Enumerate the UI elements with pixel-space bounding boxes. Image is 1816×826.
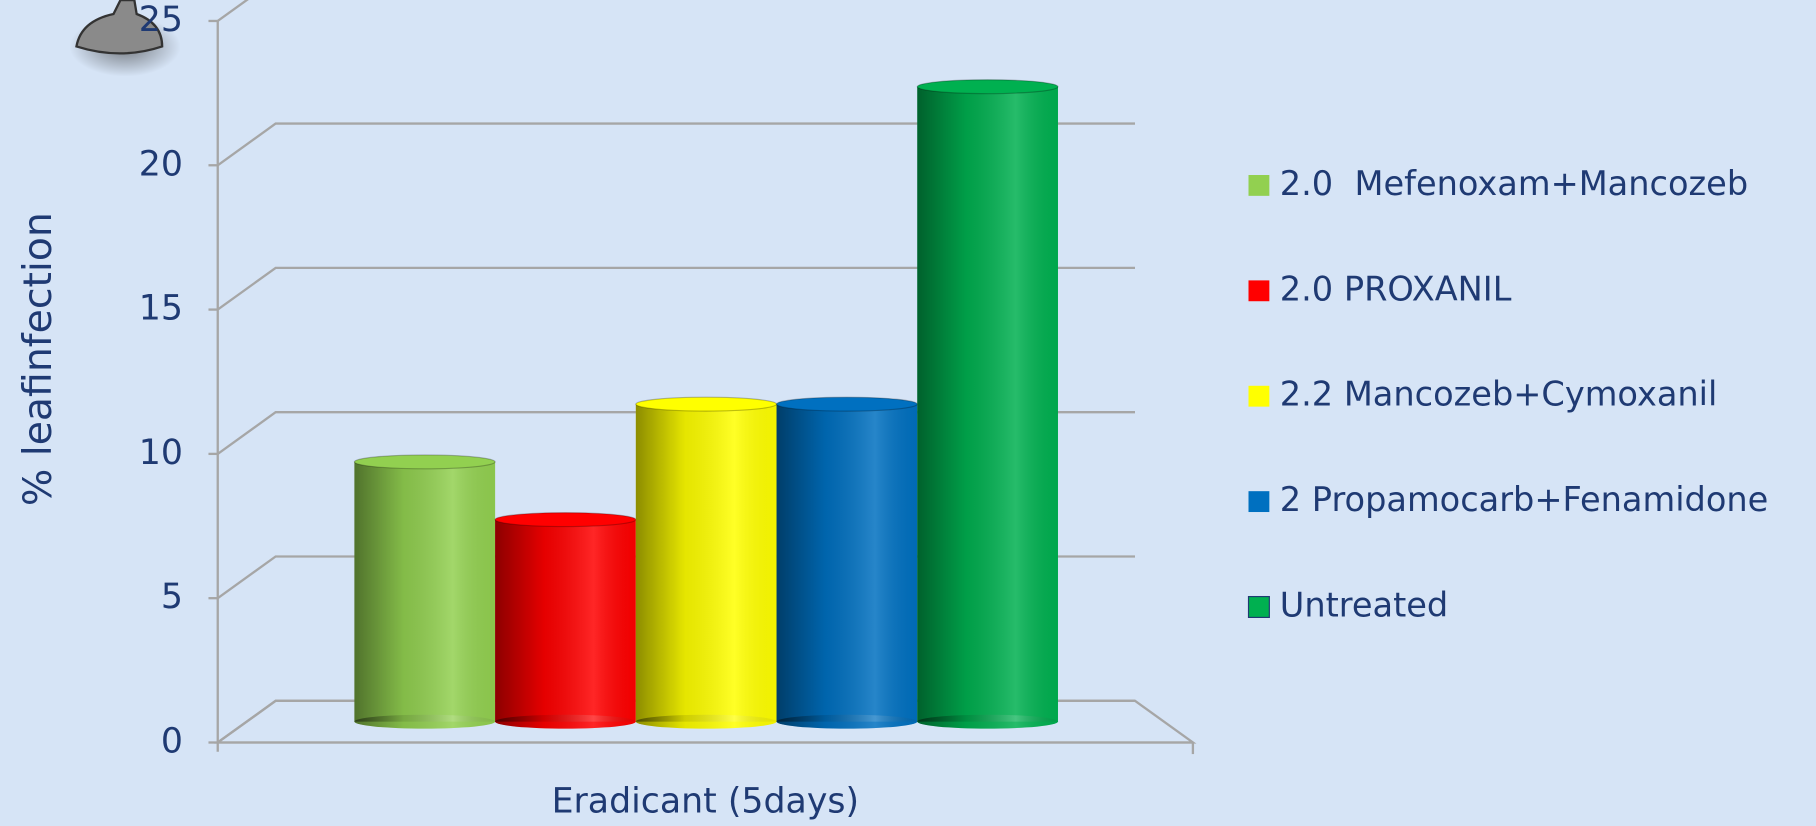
legend-swatch [1248,491,1270,513]
legend-swatch [1247,595,1270,618]
bar-cap [635,396,778,412]
bar-cap [353,454,496,470]
legend-swatch [1248,280,1270,302]
legend-label: 2.0 PROXANIL [1280,269,1512,308]
bar-shade [917,86,1058,722]
grid-line [217,0,249,22]
y-axis-label: % leafinfection [15,212,61,506]
y-tick-label: 15 [139,289,183,329]
bar-shade [635,404,777,722]
legend-label: Untreated [1280,585,1448,624]
plot-area: 0 5 10 15 20 25 2.0 Mefenoxam+Mancozeb 2.0 PROX… [139,0,1769,761]
bar-shade [776,404,918,722]
y-tick-label: 0 [161,721,183,761]
bar-shade [495,519,636,722]
grid-line [217,266,1135,311]
legend-label: 2.0 Mefenoxam+Mancozeb [1280,164,1748,203]
legend-swatch [1248,174,1270,196]
legend-label: 2 Propamocarb+Fenamidone [1280,480,1769,519]
lamp-icon [69,0,181,77]
bar-cap [916,79,1059,95]
bar-cap [494,512,637,528]
legend-swatch [1248,385,1270,407]
y-tick-label: 25 [139,0,183,40]
x-tick-label: Eradicant (5days) [552,782,859,822]
y-tick-label: 10 [139,433,183,473]
grid-line [217,122,1135,167]
bar-shade [354,461,496,722]
legend-label: 2.2 Mancozeb+Cymoxanil [1280,375,1718,414]
bar-cap [775,396,918,412]
y-tick-label: 5 [161,577,183,617]
y-tick-label: 20 [139,144,183,184]
